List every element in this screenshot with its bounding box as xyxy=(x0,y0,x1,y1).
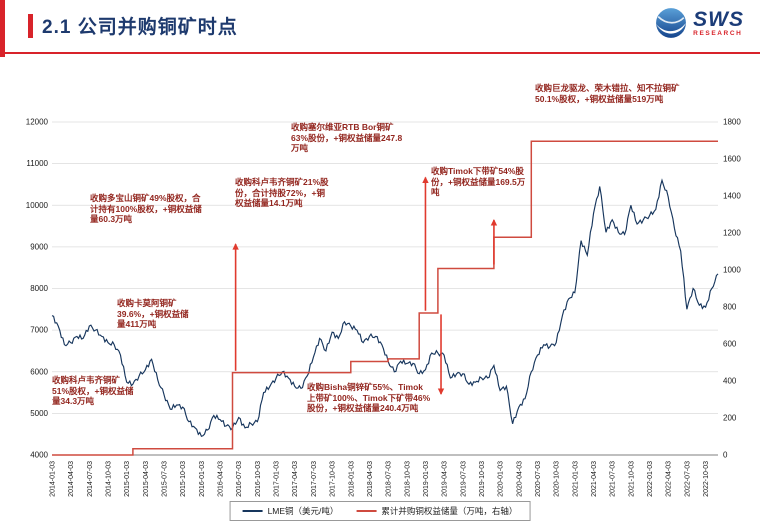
lme-copper-line xyxy=(51,178,719,438)
svg-text:2022-01-03: 2022-01-03 xyxy=(647,461,654,497)
svg-text:2016-04-03: 2016-04-03 xyxy=(218,461,225,497)
svg-text:1400: 1400 xyxy=(723,192,741,201)
chart-annotation: 收购科卢韦齐铜矿21%股份，合计持股72%，+铜权益储量14.1万吨 xyxy=(235,177,329,208)
svg-text:800: 800 xyxy=(723,303,737,312)
page-title: 2.1 公司并购铜矿时点 xyxy=(42,17,238,38)
svg-text:10000: 10000 xyxy=(26,201,49,210)
svg-text:2020-07-03: 2020-07-03 xyxy=(535,461,542,497)
title-accent-bar xyxy=(28,13,33,38)
svg-text:9000: 9000 xyxy=(30,242,48,251)
svg-text:2019-04-03: 2019-04-03 xyxy=(442,461,449,497)
svg-text:1000: 1000 xyxy=(723,266,741,275)
svg-text:2017-01-03: 2017-01-03 xyxy=(274,461,281,497)
svg-text:2016-10-03: 2016-10-03 xyxy=(255,461,262,497)
svg-text:2018-10-03: 2018-10-03 xyxy=(404,461,411,497)
svg-text:0: 0 xyxy=(723,451,728,460)
header-underline xyxy=(0,52,760,54)
svg-text:2019-10-03: 2019-10-03 xyxy=(479,461,486,497)
svg-text:2019-01-03: 2019-01-03 xyxy=(423,461,430,497)
svg-text:11000: 11000 xyxy=(26,159,48,168)
chart-annotation: 收购Bisha铜锌矿55%、Timok上带矿100%、Timok下矿带46%股份… xyxy=(307,382,431,413)
logo-text-block: SWS RESEARCH xyxy=(693,9,744,38)
svg-text:8000: 8000 xyxy=(30,284,48,293)
header: 2.1 公司并购铜矿时点 xyxy=(28,12,238,39)
svg-text:2022-10-03: 2022-10-03 xyxy=(703,461,710,497)
chart-annotation: 收购科卢韦齐铜矿51%股权，+铜权益储量34.3万吨 xyxy=(52,375,134,406)
chart-annotation: 收购多宝山铜矿49%股权，合计持有100%股权，+铜权益储量60.3万吨 xyxy=(90,193,202,224)
cumulative-reserves-step-line xyxy=(52,140,718,456)
svg-text:2017-10-03: 2017-10-03 xyxy=(330,461,337,497)
legend-line-swatch xyxy=(242,510,263,512)
svg-text:2021-04-03: 2021-04-03 xyxy=(591,461,598,497)
svg-text:5000: 5000 xyxy=(30,409,48,418)
svg-text:1200: 1200 xyxy=(723,229,741,238)
svg-text:2018-01-03: 2018-01-03 xyxy=(348,461,355,497)
svg-text:2021-10-03: 2021-10-03 xyxy=(628,461,635,497)
svg-text:2021-07-03: 2021-07-03 xyxy=(610,461,617,497)
sws-logo: SWS RESEARCH xyxy=(655,7,744,39)
chart-legend: LME铜（美元/吨） 累计并购铜权益储量（万吨，右轴） xyxy=(229,501,531,521)
gridlines xyxy=(52,121,718,456)
svg-text:400: 400 xyxy=(723,377,737,386)
svg-text:7000: 7000 xyxy=(30,326,48,335)
logo-text: SWS xyxy=(693,7,744,31)
svg-text:2018-04-03: 2018-04-03 xyxy=(367,461,374,497)
svg-text:2015-01-03: 2015-01-03 xyxy=(124,461,131,497)
chart-annotation: 收购塞尔维亚RTB Bor铜矿63%股份，+铜权益储量247.8万吨 xyxy=(291,122,403,153)
legend-label: LME铜（美元/吨） xyxy=(267,506,339,516)
x-axis-labels: 2014-01-03 2014-04-03 2014-07-03 2014-10-03… xyxy=(50,461,711,497)
svg-text:2019-07-03: 2019-07-03 xyxy=(460,461,467,497)
logo-globe-icon xyxy=(656,8,687,38)
svg-text:6000: 6000 xyxy=(30,367,48,376)
legend-label: 累计并购铜权益储量（万吨，右轴） xyxy=(381,506,518,516)
svg-text:4000: 4000 xyxy=(30,451,48,460)
svg-text:2014-01-03: 2014-01-03 xyxy=(50,461,57,497)
svg-text:2014-04-03: 2014-04-03 xyxy=(68,461,75,497)
chart-annotation: 收购卡莫阿铜矿39.6%，+铜权益储量411万吨 xyxy=(117,298,189,329)
logo-subtext: RESEARCH xyxy=(693,29,743,37)
left-edge-accent-bar xyxy=(0,0,5,57)
svg-text:2022-07-03: 2022-07-03 xyxy=(684,461,691,497)
svg-text:2015-10-03: 2015-10-03 xyxy=(180,461,187,497)
svg-text:2015-04-03: 2015-04-03 xyxy=(143,461,150,497)
svg-text:1800: 1800 xyxy=(723,118,741,127)
legend-line-swatch xyxy=(356,510,377,512)
svg-text:2020-01-03: 2020-01-03 xyxy=(498,461,505,497)
svg-text:200: 200 xyxy=(723,414,737,423)
svg-text:12000: 12000 xyxy=(26,118,49,127)
legend-item: 累计并购铜权益储量（万吨，右轴） xyxy=(356,505,517,517)
svg-text:2022-04-03: 2022-04-03 xyxy=(666,461,673,497)
svg-text:2017-04-03: 2017-04-03 xyxy=(292,461,299,497)
svg-text:600: 600 xyxy=(723,340,737,349)
svg-text:2017-07-03: 2017-07-03 xyxy=(311,461,318,497)
svg-text:1600: 1600 xyxy=(723,155,741,164)
svg-text:2016-07-03: 2016-07-03 xyxy=(236,461,243,497)
chart-annotation: 收购Timok下带矿54%股份，+铜权益储量169.5万吨 xyxy=(431,166,526,197)
svg-text:2020-10-03: 2020-10-03 xyxy=(554,461,561,497)
chart-annotation: 收购巨龙驱龙、荣木错拉、知不拉铜矿50.1%股权，+铜权益储量519万吨 xyxy=(535,83,680,104)
annotation-arrows xyxy=(232,176,498,395)
y-axis-right-labels: 0 200 400 600 800 1000 1200 1400 1600 1800 xyxy=(723,118,741,460)
y-axis-left-labels: 4000 5000 6000 7000 8000 9000 10000 11000 12000 xyxy=(26,118,49,460)
svg-text:2020-04-03: 2020-04-03 xyxy=(516,461,523,497)
svg-text:2018-07-03: 2018-07-03 xyxy=(386,461,393,497)
svg-text:2014-10-03: 2014-10-03 xyxy=(106,461,113,497)
legend-item: LME铜（美元/吨） xyxy=(242,505,339,517)
svg-text:2021-01-03: 2021-01-03 xyxy=(572,461,579,497)
svg-text:2014-07-03: 2014-07-03 xyxy=(87,461,94,497)
svg-text:2016-01-03: 2016-01-03 xyxy=(199,461,206,497)
chart-canvas: 4000500060007000800090001000011000120000… xyxy=(26,118,742,497)
svg-text:2015-07-03: 2015-07-03 xyxy=(162,461,169,497)
